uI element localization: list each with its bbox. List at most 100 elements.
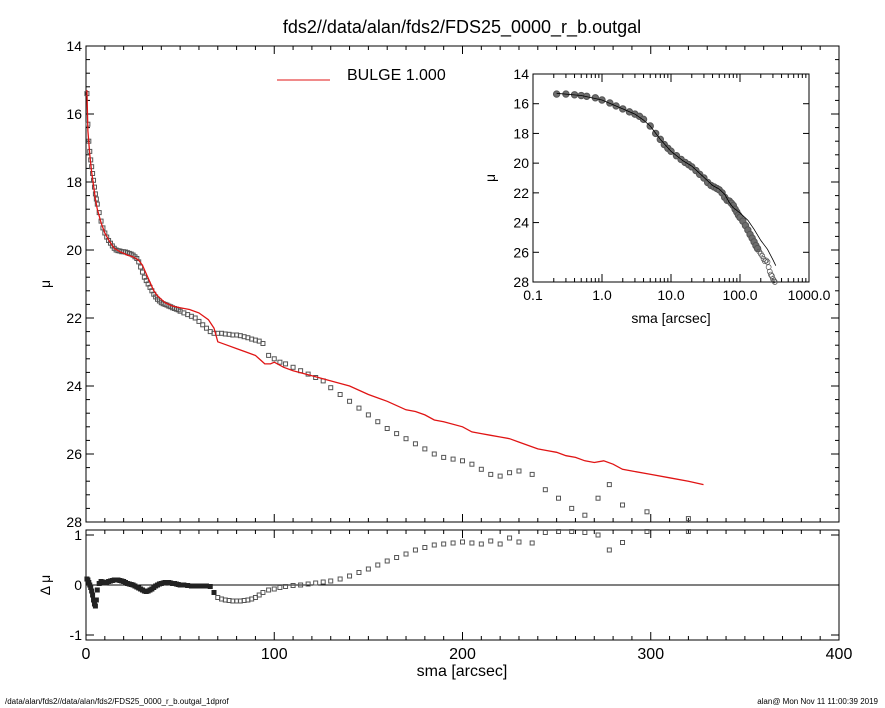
residual-point [260,590,266,595]
main-y-tick-label: 22 [66,310,82,326]
residual-point [620,540,626,545]
inset-data-point [552,90,561,98]
main-data-point [529,471,535,477]
inset-panel: 14 16 18 20 22 24 26 28 0.1 1.0 10.0 100.0 1000.0 μ… [482,66,831,326]
footer-file-path: /data/alan/fds2//data/alan/fds2/FDS25_00… [5,697,230,706]
main-data-point [290,364,296,370]
residual-point [450,540,456,546]
inset-y-tick-label: 28 [513,274,529,290]
residual-point [644,529,650,534]
main-data-point [356,405,362,411]
residual-point [685,529,691,534]
inset-data-point [759,253,766,259]
main-data-point [595,495,601,501]
main-panel: 14 16 18 20 22 24 26 28 μ BULGE 1.000 [37,38,840,530]
residual-x-tick-label: 100 [261,646,288,663]
residual-point [516,539,522,545]
residual-point [337,576,343,582]
inset-y-tick-label: 18 [513,125,529,141]
main-data-point [384,426,390,431]
inset-data-point [771,277,777,284]
residual-x-tick-label: 300 [637,646,664,663]
residual-point [460,539,465,545]
residual-series [84,529,691,609]
main-data-point [644,509,650,515]
main-data-point [375,419,381,425]
inset-data-point [764,259,771,265]
main-data-point [542,487,548,493]
main-x-axis [85,46,840,522]
inset-plot-frame [532,73,810,283]
main-data-point [478,466,484,472]
main-data-point [620,502,626,508]
residual-point [328,578,334,584]
residual-y-tick-label: 1 [74,527,82,543]
main-data-point [412,441,418,447]
inset-y-tick-label: 16 [513,96,529,112]
main-y-axis-label: μ [37,280,53,288]
residual-panel: -1 0 1 0 100 200 300 400 Δ μ sma [arcsec] [37,527,852,680]
residual-point [507,535,513,541]
main-data-point [100,225,106,231]
main-data-point [192,315,198,321]
residual-point [356,570,362,575]
main-data-point [569,505,575,511]
footer-timestamp: alan@ Mon Nov 11 11:00:39 2019 [757,697,878,706]
residual-y-tick-label: 0 [74,577,82,593]
residual-point [94,587,100,593]
residual-y-axis-label: Δ μ [37,575,53,596]
residual-x-axis: 0 100 200 300 400 [82,530,853,663]
main-data-point [347,398,353,404]
residual-point [375,562,381,568]
inset-model-line [556,92,777,266]
main-data-point [271,356,277,362]
main-series [84,90,704,522]
main-data-point [431,451,437,457]
main-data-point [507,470,513,476]
inset-data-point [639,115,648,124]
main-data-point [283,361,289,367]
inset-y-tick-label: 14 [513,66,529,82]
residual-point [595,532,601,538]
residual-point [365,566,371,572]
residual-point [89,588,95,594]
main-y-tick-label: 26 [66,446,82,462]
main-data-point [266,352,272,358]
residual-point [266,587,272,593]
main-y-tick-label: 16 [66,106,82,122]
residual-point [422,545,428,550]
main-y-tick-label: 28 [66,514,82,530]
inset-x-tick-label: 100.0 [722,287,757,303]
residual-point [211,590,217,595]
residual-point [283,584,289,589]
inset-x-tick-label: 1.0 [592,287,612,303]
inset-data-point [766,268,773,275]
residual-point [431,542,437,548]
inset-y-axis: 14 16 18 20 22 24 26 28 [513,66,809,290]
inset-data-point [772,279,778,285]
residual-x-tick-label: 200 [449,646,476,663]
main-data-point [441,454,447,460]
inset-x-tick-label: 10.0 [657,287,684,303]
main-y-tick-label: 24 [66,378,82,394]
residual-point [347,573,353,579]
residual-point [384,558,390,564]
inset-series [552,90,778,285]
residual-point [542,530,548,535]
main-data-point [469,461,475,467]
residual-point [92,603,98,609]
inset-y-tick-label: 26 [513,244,529,260]
residual-x-tick-label: 400 [826,646,853,663]
residual-point [207,584,213,589]
inset-data-point [762,258,768,265]
main-data-point [556,495,562,501]
residual-point [441,541,447,547]
main-data-point [516,468,522,474]
main-data-point [606,482,612,488]
residual-point [469,540,475,546]
main-data-point [365,412,371,418]
legend-label: BULGE 1.000 [347,67,446,84]
residual-x-tick-label: 0 [82,646,91,663]
inset-x-axis: 0.1 1.0 10.0 100.0 1000.0 [523,74,831,303]
